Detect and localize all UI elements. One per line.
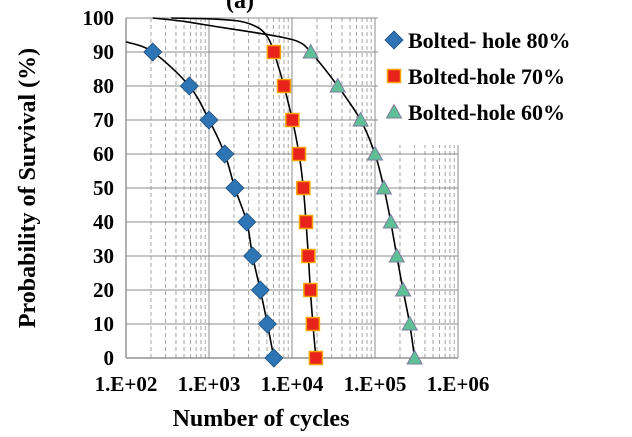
legend-marker [384,30,404,50]
data-point [329,77,347,93]
data-point [375,179,393,195]
data-point [266,44,282,60]
y-tick-label: 0 [104,346,115,370]
x-tick-label: 1.E+05 [344,372,407,396]
data-point [276,78,292,94]
data-point [199,110,219,130]
data-point [382,213,400,229]
y-tick-label: 60 [93,142,114,166]
data-point [291,146,307,162]
data-point [401,315,419,331]
data-point [301,248,316,264]
chart-title: (a) [226,0,254,14]
data-point [298,214,314,230]
y-tick-label: 10 [93,312,114,336]
data-points [143,42,423,368]
data-point [179,76,199,96]
data-point [285,112,300,128]
legend-marker [386,68,402,84]
x-tick-label: 1.E+03 [178,372,241,396]
x-tick-label: 1.E+02 [95,372,158,396]
data-point [143,42,163,62]
y-tick-label: 40 [93,210,114,234]
data-point [250,280,270,300]
data-point [303,282,318,298]
y-tick-label: 90 [93,40,114,64]
data-point [305,316,321,332]
y-axis-label: Probability of Survival (%) [15,48,41,328]
data-point [225,178,245,198]
legend: Bolted- hole 80% Bolted-hole 70% Bolted-ho… [378,17,624,145]
y-tick-label: 20 [93,278,114,302]
data-point [302,43,320,59]
legend-box [378,17,624,145]
legend-label: Bolted-hole 60% [408,100,565,125]
data-point [243,246,263,266]
legend-label: Bolted- hole 80% [408,28,571,53]
y-tick-label: 100 [83,6,115,30]
data-point [394,281,412,297]
data-point [308,350,324,366]
x-tick-label: 1.E+06 [427,372,490,396]
data-point [406,349,423,365]
data-point [237,212,257,232]
fit-curve [125,41,275,359]
y-tick-label: 80 [93,74,114,98]
y-tick-label: 30 [93,244,114,268]
x-axis-label: Number of cycles [173,406,350,432]
legend-label: Bolted-hole 70% [408,64,565,89]
legend-marker [385,103,403,119]
data-point [296,180,311,196]
data-point [215,144,235,164]
data-point [257,314,277,334]
data-point [264,348,284,368]
y-tick-label: 50 [93,176,114,200]
data-point [366,145,384,161]
x-tick-label: 1.E+04 [261,372,324,396]
data-point [388,247,406,263]
fit-curve [152,17,416,359]
tick-labels: 1.E+02 1.E+03 1.E+04 1.E+05 1.E+06 0 10 20 30 40 5… [83,6,490,396]
data-point [352,111,369,127]
y-tick-label: 70 [93,108,114,132]
